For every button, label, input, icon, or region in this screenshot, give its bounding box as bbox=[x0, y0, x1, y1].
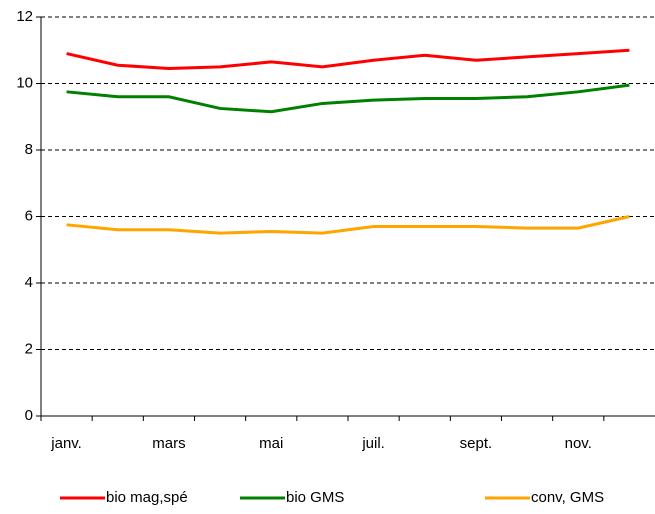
y-tick-label: 8 bbox=[25, 141, 33, 158]
legend-label: bio mag,spé bbox=[106, 489, 188, 506]
x-tick-label: mars bbox=[152, 435, 185, 452]
x-tick-label: juil. bbox=[361, 435, 385, 452]
x-tick-label: janv. bbox=[50, 435, 82, 452]
y-tick-label: 2 bbox=[25, 340, 33, 357]
x-tick-label: mai bbox=[259, 435, 283, 452]
x-tick-label: nov. bbox=[565, 435, 592, 452]
y-tick-label: 10 bbox=[16, 74, 33, 91]
x-tick-label: sept. bbox=[460, 435, 493, 452]
data-line bbox=[66, 48, 630, 71]
y-tick-label: 4 bbox=[25, 274, 33, 291]
y-tick-label: 6 bbox=[25, 207, 33, 224]
y-tick-label: 12 bbox=[16, 8, 33, 25]
legend-label: conv, GMS bbox=[531, 489, 604, 506]
data-line bbox=[66, 83, 630, 114]
legend-label: bio GMS bbox=[286, 489, 344, 506]
data-line bbox=[66, 215, 630, 235]
y-tick-label: 0 bbox=[25, 407, 33, 424]
